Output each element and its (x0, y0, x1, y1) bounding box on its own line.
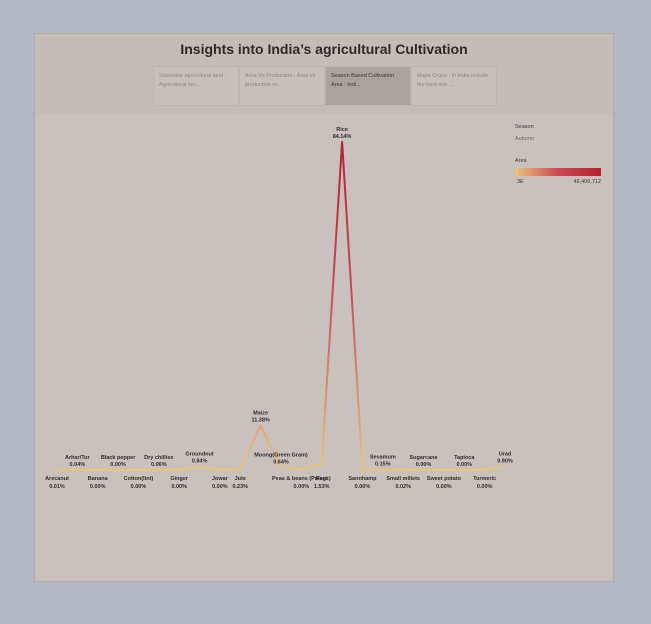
data-label-small-millets: 0.02% (395, 484, 411, 490)
data-point-tapioca[interactable] (463, 468, 466, 471)
dashboard-title: Insights into India’s agricultural Culti… (180, 41, 468, 57)
category-label-rice: Rice (336, 127, 348, 133)
data-label-sugarcane: 0.00% (416, 462, 432, 468)
category-label-maize: Maize (253, 411, 268, 417)
color-ramp (515, 168, 601, 176)
legend-min-label: 3E (517, 179, 524, 185)
category-label-peas-beans-pulses: Peas & beans (Pulses) (272, 476, 331, 482)
data-label-sannhamp: 0.00% (355, 484, 371, 490)
dashboard-header: Insights into India’s agricultural Culti… (35, 34, 613, 114)
category-label-jowar: Jowar (212, 476, 229, 482)
category-label-sannhamp: Sannhamp (348, 476, 377, 482)
data-label-moong-green-gram: 0.64% (273, 460, 289, 466)
data-point-jowar[interactable] (218, 468, 221, 471)
data-label-arecanut: 0.01% (49, 484, 65, 490)
category-label-tapioca: Tapioca (454, 455, 475, 461)
category-label-jute: Jute (235, 476, 246, 482)
category-label-sesamum: Sesamum (370, 454, 396, 460)
data-label-ginger: 0.00% (171, 484, 187, 490)
legend-season-value[interactable]: Autumn (515, 136, 534, 142)
data-point-sesamum[interactable] (381, 468, 384, 471)
category-label-small-millets: Small millets (386, 476, 420, 482)
category-label-turmeric: Turmeric (473, 476, 496, 482)
data-label-jute: 0.23% (232, 484, 248, 490)
category-label-groundnut: Groundnut (185, 452, 214, 458)
category-label-ginger: Ginger (170, 476, 189, 482)
data-label-jowar: 0.00% (212, 484, 228, 490)
data-label-cotton-lint: 0.00% (131, 484, 147, 490)
data-label-maize: 11.38% (251, 418, 269, 424)
data-point-small-millets[interactable] (402, 468, 405, 471)
data-point-rice[interactable] (340, 140, 343, 143)
legend-max-label: 49,406,712 (573, 179, 601, 185)
legend-area-title: Area (515, 158, 527, 164)
tab-area-vs-production[interactable]: Area Vs Production : Area vs production … (239, 66, 325, 106)
category-label-sweet-potato: Sweet potato (427, 476, 462, 482)
data-point-cotton-lint[interactable] (137, 468, 140, 471)
series-line (56, 141, 506, 471)
category-label-dry-chillies: Dry chillies (144, 455, 173, 461)
data-point-arecanut[interactable] (55, 468, 58, 471)
data-point-peas-beans-pulses[interactable] (300, 468, 303, 471)
data-point-maize[interactable] (259, 424, 262, 427)
tab-major-crops[interactable]: Major Crops : In India include the food … (411, 66, 497, 106)
category-label-cotton-lint: Cotton(lint) (124, 476, 154, 482)
data-label-dry-chillies: 0.06% (151, 462, 167, 468)
data-label-groundnut: 0.84% (192, 459, 208, 465)
category-label-banana: Banana (88, 476, 109, 482)
category-label-black-pepper: Black pepper (101, 455, 136, 461)
data-point-dry-chillies[interactable] (157, 468, 160, 471)
data-point-sweet-potato[interactable] (442, 468, 445, 471)
data-label-arhar-tur: 0.04% (70, 462, 86, 468)
data-point-arhar-tur[interactable] (76, 468, 79, 471)
dashboard-frame: Insights into India’s agricultural Culti… (34, 33, 614, 582)
data-label-tapioca: 0.00% (456, 462, 472, 468)
tab-season-based[interactable]: Season Based Cultivation Area : Indi... (325, 66, 411, 106)
data-point-sugarcane[interactable] (422, 468, 425, 471)
data-point-turmeric[interactable] (483, 468, 486, 471)
data-point-black-pepper[interactable] (116, 468, 119, 471)
data-point-jute[interactable] (239, 468, 242, 471)
data-point-ragi[interactable] (320, 462, 323, 465)
data-label-peas-beans-pulses: 0.00% (294, 484, 310, 490)
category-label-moong-green-gram: Moong(Green Gram) (254, 453, 308, 459)
data-point-groundnut[interactable] (198, 465, 201, 468)
data-point-banana[interactable] (96, 468, 99, 471)
category-label-arhar-tur: Arhar/Tur (65, 455, 91, 461)
data-label-turmeric: 0.00% (477, 484, 493, 490)
data-label-sesamum: 0.15% (375, 461, 391, 467)
line-chart: Arecanut0.01%Arhar/Tur0.04%Banana0.00%Bl… (45, 127, 513, 490)
data-point-sannhamp[interactable] (361, 468, 364, 471)
data-point-ginger[interactable] (178, 468, 181, 471)
data-point-urad[interactable] (503, 465, 506, 468)
category-label-sugarcane: Sugarcane (409, 455, 437, 461)
chart-layer: Arecanut0.01%Arhar/Tur0.04%Banana0.00%Bl… (45, 127, 513, 490)
category-label-ragi: Ragi (316, 476, 328, 482)
data-label-black-pepper: 0.00% (110, 462, 126, 468)
category-label-urad: Urad (499, 451, 512, 457)
data-label-ragi: 1.53% (314, 484, 330, 490)
category-label-arecanut: Arecanut (45, 476, 69, 482)
data-label-rice: 84.14% (333, 134, 352, 140)
data-label-banana: 0.00% (90, 484, 106, 490)
data-label-sweet-potato: 0.00% (436, 484, 452, 490)
data-point-moong-green-gram[interactable] (279, 466, 282, 469)
tab-statewise[interactable]: Statewise agricultural land : Agricultur… (153, 66, 239, 106)
legend-season-title: Season (515, 124, 534, 130)
data-label-urad: 0.90% (497, 458, 513, 464)
